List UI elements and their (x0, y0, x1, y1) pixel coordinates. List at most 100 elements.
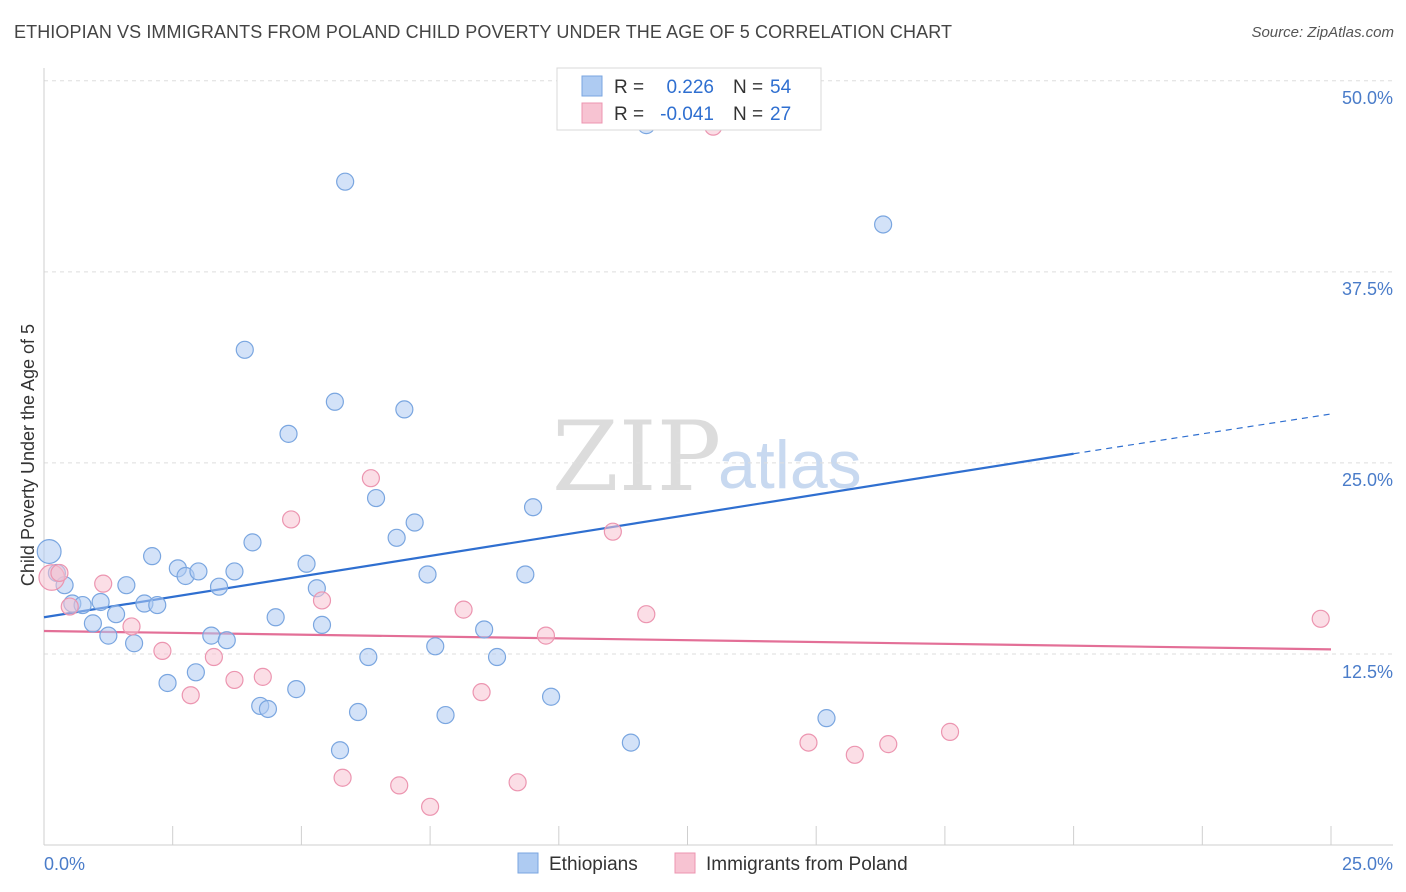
point-ethiopians (359, 647, 378, 667)
point-ethiopians (36, 539, 62, 565)
y-tick-label-12-5: 12.5% (1342, 662, 1393, 682)
point-poland (472, 683, 491, 702)
point-ethiopians (418, 565, 437, 584)
point-ethiopians (148, 595, 167, 615)
point-ethiopians (189, 562, 208, 581)
point-poland (637, 605, 656, 624)
point-poland (845, 745, 864, 764)
point-poland (94, 574, 113, 593)
point-ethiopians (158, 673, 177, 693)
axes (43, 68, 1393, 846)
legend-n-value-poland: 27 (770, 104, 791, 125)
point-ethiopians (817, 709, 836, 728)
point-ethiopians (202, 626, 221, 645)
point-ethiopians (523, 498, 543, 517)
point-poland (454, 600, 473, 619)
y-tick-label-25: 25.0% (1342, 470, 1393, 490)
point-ethiopians (99, 626, 118, 645)
point-ethiopians (874, 215, 893, 234)
point-poland (390, 776, 409, 795)
point-poland (799, 733, 818, 752)
point-ethiopians (426, 637, 445, 656)
point-ethiopians (106, 605, 126, 624)
legend-r-label-poland: R = (614, 104, 644, 125)
legend-r-value-poland: -0.041 (660, 104, 714, 125)
point-ethiopians (387, 528, 406, 547)
point-ethiopians (348, 702, 368, 722)
grid (44, 80, 1393, 655)
legend-swatch-poland (581, 102, 603, 124)
point-poland (181, 686, 200, 705)
bottom-legend-swatch-ethiopians (517, 852, 539, 874)
trendline-poland (43, 629, 1332, 651)
point-ethiopians (541, 687, 561, 706)
point-poland (603, 522, 622, 541)
point-ethiopians (235, 340, 254, 359)
point-poland (536, 626, 556, 645)
watermark: ZIP atlas (552, 401, 862, 513)
point-poland (421, 797, 440, 816)
point-ethiopians (336, 172, 355, 191)
point-poland (312, 591, 332, 610)
point-ethiopians (124, 634, 144, 653)
trendline-ethiopians-extension (1073, 413, 1332, 455)
legend-n-value-ethiopians: 54 (770, 77, 792, 98)
legend-box: R = 0.226 N = 54 R = -0.041 N = 27 (556, 67, 822, 131)
bottom-legend-label-ethiopians: Ethiopians (549, 854, 638, 875)
legend-swatch-ethiopians (581, 75, 603, 97)
point-ethiopians (117, 576, 136, 595)
point-ethiopians (287, 680, 306, 699)
watermark-zip: ZIP (552, 401, 721, 513)
point-poland (60, 597, 79, 616)
point-ethiopians (91, 592, 110, 612)
point-poland (508, 773, 527, 792)
y-tick-label-37-5: 37.5% (1342, 279, 1393, 299)
point-ethiopians (143, 547, 162, 566)
point-ethiopians (366, 488, 386, 508)
legend-n-label-ethiopians: N = (733, 77, 763, 98)
legend-r-value-ethiopians: 0.226 (666, 77, 714, 98)
point-ethiopians (621, 733, 640, 752)
point-ethiopians (83, 614, 103, 633)
y-axis-label: Child Poverty Under the Age of 5 (18, 324, 38, 586)
point-ethiopians (266, 608, 285, 627)
x-tick-label-max: 25.0% (1342, 854, 1393, 874)
point-ethiopians (225, 562, 244, 581)
legend-r-label-ethiopians: R = (614, 77, 644, 98)
point-poland (1311, 609, 1330, 628)
point-poland (253, 667, 272, 686)
point-poland (940, 722, 960, 741)
chart-title: ETHIOPIAN VS IMMIGRANTS FROM POLAND CHIL… (14, 22, 953, 42)
point-poland (333, 768, 352, 787)
point-poland (225, 670, 244, 690)
point-ethiopians (475, 620, 494, 639)
point-ethiopians (209, 577, 229, 596)
point-ethiopians (487, 647, 507, 667)
point-ethiopians (516, 565, 535, 584)
point-poland (122, 617, 141, 636)
point-ethiopians (258, 699, 278, 719)
point-ethiopians (243, 533, 262, 552)
point-poland (50, 563, 69, 583)
chart-source: Source: ZipAtlas.com (1251, 24, 1394, 41)
point-ethiopians (395, 400, 414, 419)
point-ethiopians (330, 741, 350, 760)
point-poland (282, 510, 301, 529)
bottom-legend-label-poland: Immigrants from Poland (706, 854, 908, 875)
bottom-legend-swatch-poland (674, 852, 696, 874)
point-ethiopians (436, 705, 455, 725)
point-poland (153, 641, 172, 660)
y-tick-label-50: 50.0% (1342, 88, 1393, 108)
point-poland (879, 735, 898, 754)
point-ethiopians (325, 392, 344, 411)
bottom-legend: Ethiopians Immigrants from Poland (517, 852, 908, 875)
legend-n-label-poland: N = (733, 104, 763, 125)
point-ethiopians (217, 631, 236, 650)
point-poland (361, 469, 380, 488)
point-ethiopians (297, 554, 316, 573)
point-ethiopians (279, 424, 298, 443)
point-ethiopians (312, 615, 332, 635)
point-ethiopians (186, 663, 205, 682)
point-poland (204, 647, 223, 667)
